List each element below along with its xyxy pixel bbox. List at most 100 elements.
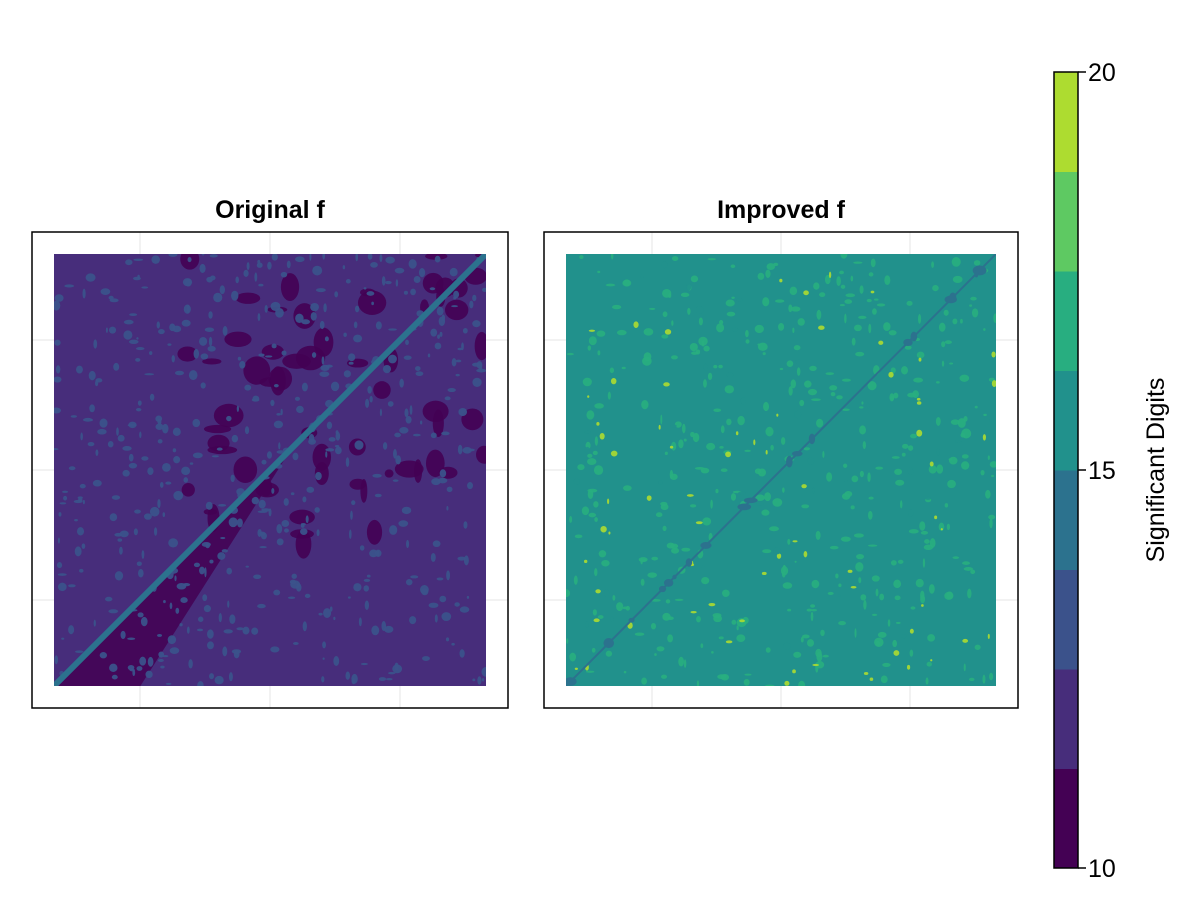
heatmap-speck — [974, 644, 981, 650]
heatmap-speck — [566, 352, 574, 356]
heatmap-speck — [243, 269, 249, 277]
heatmap-speck — [244, 384, 252, 391]
heatmap-blob — [202, 358, 222, 365]
heatmap-speck — [730, 264, 736, 269]
heatmap-speck — [434, 255, 441, 263]
heatmap-speck — [392, 664, 403, 674]
heatmap-speck — [658, 424, 661, 430]
heatmap-speck — [128, 462, 138, 469]
heatmap-speck — [587, 453, 593, 458]
heatmap-speck — [730, 493, 737, 501]
heatmap-speck — [354, 440, 364, 450]
heatmap-speck — [890, 367, 896, 374]
heatmap-speck — [582, 377, 592, 387]
heatmap-speck — [446, 486, 453, 493]
heatmap-speck — [708, 602, 716, 607]
heatmap-speck — [122, 446, 132, 451]
heatmap-speck — [430, 328, 438, 337]
heatmap-speck — [658, 480, 663, 485]
heatmap-speck — [137, 400, 142, 406]
heatmap-speck — [829, 545, 839, 550]
heatmap-speck — [884, 275, 891, 286]
heatmap-speck — [87, 442, 95, 447]
heatmap-speck — [907, 467, 914, 475]
heatmap-speck — [156, 321, 160, 329]
heatmap-speck — [844, 313, 847, 324]
heatmap-speck — [763, 401, 770, 412]
heatmap-blob — [425, 449, 445, 478]
heatmap-speck — [779, 278, 783, 283]
heatmap-speck — [251, 398, 260, 402]
heatmap-blob — [224, 331, 252, 348]
heatmap-speck — [348, 353, 356, 362]
heatmap-speck — [954, 440, 962, 443]
heatmap-speck — [64, 284, 75, 288]
heatmap-speck — [394, 267, 405, 274]
heatmap-speck — [63, 495, 68, 501]
heatmap-speck — [196, 628, 204, 632]
heatmap-speck — [803, 551, 808, 558]
heatmap-speck — [208, 311, 213, 319]
heatmap-speck — [919, 521, 926, 531]
heatmap-speck — [661, 334, 669, 339]
heatmap-speck — [389, 525, 398, 535]
heatmap-speck — [698, 317, 703, 326]
heatmap-speck — [181, 319, 191, 327]
heatmap-diagonal-blob — [685, 558, 693, 567]
heatmap-speck — [926, 661, 932, 667]
heatmap-speck — [93, 339, 98, 349]
heatmap-speck — [287, 596, 296, 600]
heatmap-speck — [105, 327, 108, 333]
heatmap-speck — [333, 656, 340, 666]
heatmap-speck — [803, 290, 809, 296]
heatmap-speck — [321, 676, 325, 683]
heatmap-speck — [401, 506, 412, 515]
heatmap-speck — [462, 327, 468, 334]
heatmap-speck — [253, 574, 262, 580]
heatmap-speck — [609, 367, 615, 374]
heatmap-speck — [446, 506, 449, 511]
heatmap-diagonal-blob — [786, 455, 793, 468]
heatmap-diagonal — [566, 254, 996, 686]
heatmap-speck — [921, 604, 924, 607]
heatmap-speck — [446, 570, 451, 581]
heatmap-speck — [720, 673, 730, 681]
heatmap-speck — [57, 573, 67, 576]
heatmap-speck — [82, 288, 86, 299]
heatmap-speck — [441, 431, 450, 436]
heatmap-speck — [188, 370, 198, 381]
heatmap-speck — [822, 450, 825, 458]
axes-frame-original — [31, 231, 509, 709]
heatmap-speck — [744, 449, 751, 452]
heatmap-speck — [167, 635, 177, 645]
heatmap-speck — [472, 377, 482, 387]
heatmap-speck — [719, 445, 724, 449]
heatmap-speck — [405, 579, 413, 586]
heatmap-speck — [209, 559, 214, 564]
heatmap-speck — [61, 637, 65, 640]
heatmap-speck — [169, 602, 173, 610]
heatmap-speck — [305, 515, 309, 524]
heatmap-speck — [959, 374, 970, 382]
heatmap-speck — [200, 353, 209, 360]
heatmap-speck — [918, 313, 922, 324]
heatmap-speck — [991, 474, 995, 478]
heatmap-speck — [682, 423, 686, 434]
heatmap-speck — [430, 432, 437, 439]
heatmap-diagonal-blob — [672, 574, 677, 580]
heatmap-speck — [324, 336, 329, 342]
heatmap-speck — [140, 616, 148, 627]
heatmap-speck — [353, 583, 362, 592]
heatmap-speck — [459, 649, 465, 658]
heatmap-speck — [183, 477, 189, 483]
heatmap-speck — [222, 326, 228, 336]
heatmap-speck — [58, 512, 62, 517]
heatmap-speck — [916, 397, 921, 401]
heatmap-speck — [355, 254, 359, 262]
heatmap-speck — [157, 498, 161, 509]
heatmap-speck — [300, 528, 308, 536]
heatmap-speck — [451, 305, 459, 308]
heatmap-speck — [887, 619, 891, 627]
heatmap-speck — [371, 625, 380, 636]
heatmap-speck — [289, 579, 297, 585]
